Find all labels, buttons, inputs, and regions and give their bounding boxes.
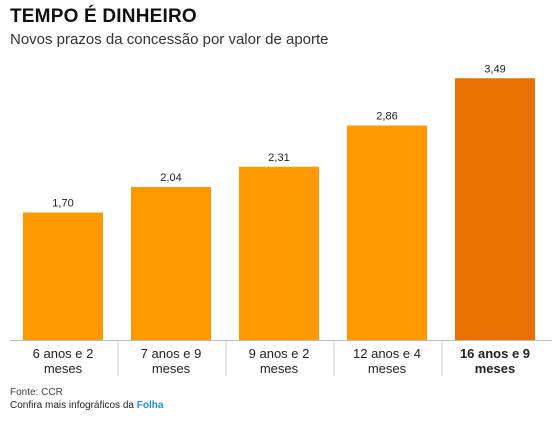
chart-title: TEMPO É DINHEIRO <box>10 6 197 27</box>
category-label-2-line-1: 7 anos e 9 <box>141 346 202 361</box>
category-label-3-line-1: 9 anos e 2 <box>249 346 310 361</box>
bar-4 <box>347 125 427 340</box>
category-label-2-line-2: meses <box>152 361 191 376</box>
category-label-5-line-1: 16 anos e 9 <box>460 346 530 361</box>
value-label-3: 2,31 <box>268 152 289 164</box>
value-label-1: 1,70 <box>52 198 73 210</box>
value-label-2: 2,04 <box>160 172 181 184</box>
source-note: Fonte: CCR <box>10 387 63 398</box>
bar-2 <box>131 187 211 340</box>
chart-subtitle: Novos prazos da concessão por valor de a… <box>10 31 329 48</box>
category-label-1-line-2: meses <box>44 361 83 376</box>
more-infographics-text: Confira mais infográficos da <box>10 400 137 411</box>
category-label-4-line-1: 12 anos e 4 <box>353 346 421 361</box>
bar-1 <box>23 212 103 340</box>
more-infographics-note: Confira mais infográficos da Folha <box>10 400 163 411</box>
bar-3 <box>239 166 319 340</box>
category-label-3-line-2: meses <box>260 361 299 376</box>
category-label-5-line-2: meses <box>475 361 515 376</box>
category-label-1-line-1: 6 anos e 2 <box>33 346 94 361</box>
value-label-4: 2,86 <box>376 111 397 123</box>
bar-5 <box>455 78 535 340</box>
category-label-4-line-2: meses <box>368 361 407 376</box>
folha-link[interactable]: Folha <box>136 400 164 411</box>
value-label-5: 3,49 <box>484 63 505 75</box>
